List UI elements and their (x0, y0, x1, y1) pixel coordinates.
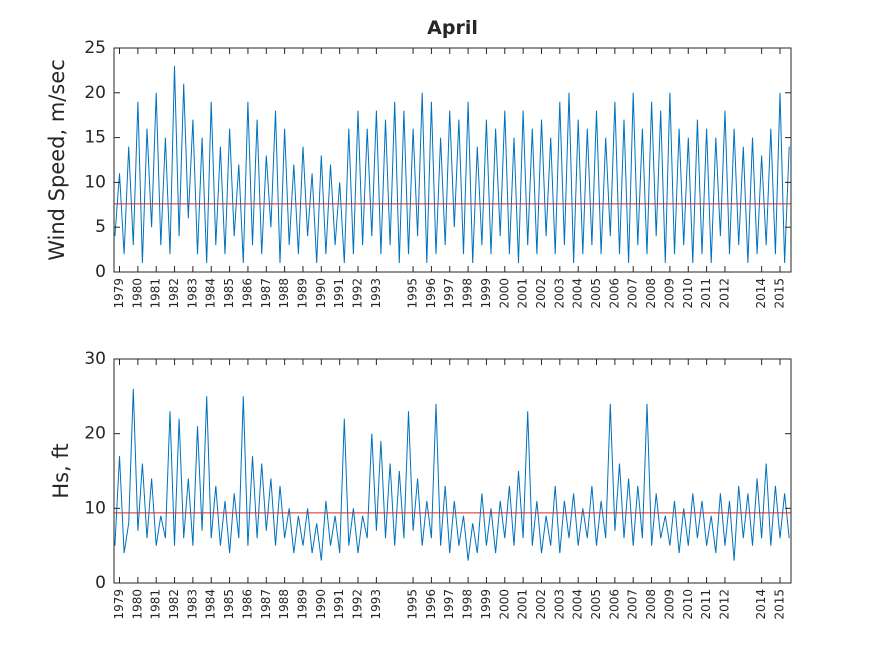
x-tick-label: 1985 (222, 278, 236, 309)
x-tick-label: 2010 (681, 589, 695, 620)
x-tick-label: 1987 (259, 589, 273, 620)
x-tick-label: 1998 (461, 278, 475, 309)
x-tick-label: 1987 (259, 278, 273, 309)
y-tick-label: 0 (95, 262, 106, 282)
x-tick-label: 1989 (295, 589, 309, 620)
x-tick-label: 2002 (534, 278, 548, 309)
x-tick-label: 1981 (149, 589, 163, 620)
x-tick-label: 2010 (681, 278, 695, 309)
x-tick-label: 1982 (167, 278, 181, 309)
x-tick-label: 2003 (552, 589, 566, 620)
y-tick-label: 0 (95, 573, 106, 593)
x-tick-label: 1983 (185, 278, 199, 309)
x-tick-label: 1985 (222, 589, 236, 620)
y-axis-label: Hs, ft (49, 443, 73, 498)
x-tick-label: 1979 (112, 589, 126, 620)
x-tick-label: 1988 (277, 278, 291, 309)
x-tick-label: 2002 (534, 589, 548, 620)
x-tick-label: 2011 (699, 589, 713, 620)
x-tick-label: 1980 (130, 589, 144, 620)
y-axis-label: Wind Speed, m/sec (45, 59, 69, 261)
x-tick-label: 2012 (717, 278, 731, 309)
x-tick-label: 1982 (167, 589, 181, 620)
x-tick-label: 2009 (662, 278, 676, 309)
x-tick-label: 1993 (369, 278, 383, 309)
x-tick-label: 1998 (461, 589, 475, 620)
x-tick-label: 1997 (442, 589, 456, 620)
x-tick-label: 2004 (571, 589, 585, 620)
y-tick-label: 20 (84, 424, 106, 444)
x-tick-label: 2003 (552, 278, 566, 309)
x-tick-label: 1991 (332, 278, 346, 309)
x-tick-label: 2001 (516, 589, 530, 620)
x-tick-label: 2000 (497, 589, 511, 620)
y-tick-label: 5 (95, 217, 106, 237)
x-tick-label: 2005 (589, 589, 603, 620)
x-tick-label: 2007 (626, 589, 640, 620)
y-tick-label: 30 (84, 349, 106, 369)
y-tick-label: 10 (84, 172, 106, 192)
x-tick-label: 1980 (130, 278, 144, 309)
x-tick-label: 2008 (644, 278, 658, 309)
x-tick-label: 2000 (497, 278, 511, 309)
x-tick-label: 1984 (204, 278, 218, 309)
x-tick-label: 1990 (314, 278, 328, 309)
x-tick-label: 2007 (626, 278, 640, 309)
y-tick-label: 25 (84, 38, 106, 58)
x-tick-label: 1983 (185, 589, 199, 620)
x-tick-label: 1981 (149, 278, 163, 309)
x-tick-label: 1991 (332, 589, 346, 620)
x-tick-label: 2014 (754, 589, 768, 620)
x-tick-label: 1996 (424, 589, 438, 620)
x-tick-label: 2005 (589, 278, 603, 309)
x-tick-label: 2006 (607, 589, 621, 620)
x-tick-label: 1990 (314, 589, 328, 620)
subplot: April Wind Speed, m/sec 0 5 10 15 20 25 1979 1980… (45, 17, 792, 309)
x-tick-label: 2015 (772, 278, 786, 309)
x-tick-label: 1979 (112, 278, 126, 309)
chart-title: April (427, 17, 478, 39)
x-tick-label: 2009 (662, 589, 676, 620)
y-tick-label: 15 (84, 128, 106, 148)
x-tick-label: 1997 (442, 278, 456, 309)
x-tick-label: 1984 (204, 589, 218, 620)
x-tick-label: 2011 (699, 278, 713, 309)
x-tick-label: 2008 (644, 589, 658, 620)
x-tick-label: 1996 (424, 278, 438, 309)
axes-box (113, 47, 792, 273)
y-tick-label: 10 (84, 498, 106, 518)
series-line (114, 388, 790, 561)
x-tick-label: 1993 (369, 589, 383, 620)
y-tick-label: 20 (84, 83, 106, 103)
x-tick-label: 1999 (479, 589, 493, 620)
axes-background (114, 359, 791, 583)
x-tick-label: 2012 (717, 589, 731, 620)
x-tick-label: 2014 (754, 278, 768, 309)
x-tick-label: 2006 (607, 278, 621, 309)
x-tick-label: 1995 (406, 589, 420, 620)
x-tick-label: 1995 (406, 278, 420, 309)
x-tick-label: 1986 (240, 278, 254, 309)
x-tick-label: 2015 (772, 589, 786, 620)
x-tick-label: 1999 (479, 278, 493, 309)
x-tick-label: 1989 (295, 278, 309, 309)
x-tick-label: 1992 (351, 589, 365, 620)
x-tick-label: 1988 (277, 589, 291, 620)
x-tick-label: 1992 (351, 278, 365, 309)
x-tick-label: 1986 (240, 589, 254, 620)
axes-box (113, 358, 792, 584)
x-tick-label: 2004 (571, 278, 585, 309)
series-line (114, 65, 790, 264)
subplot: Hs, ft 0 10 20 30 1979 1980 1981 1982 1983 1984 198… (49, 349, 792, 620)
x-tick-label: 2001 (516, 278, 530, 309)
